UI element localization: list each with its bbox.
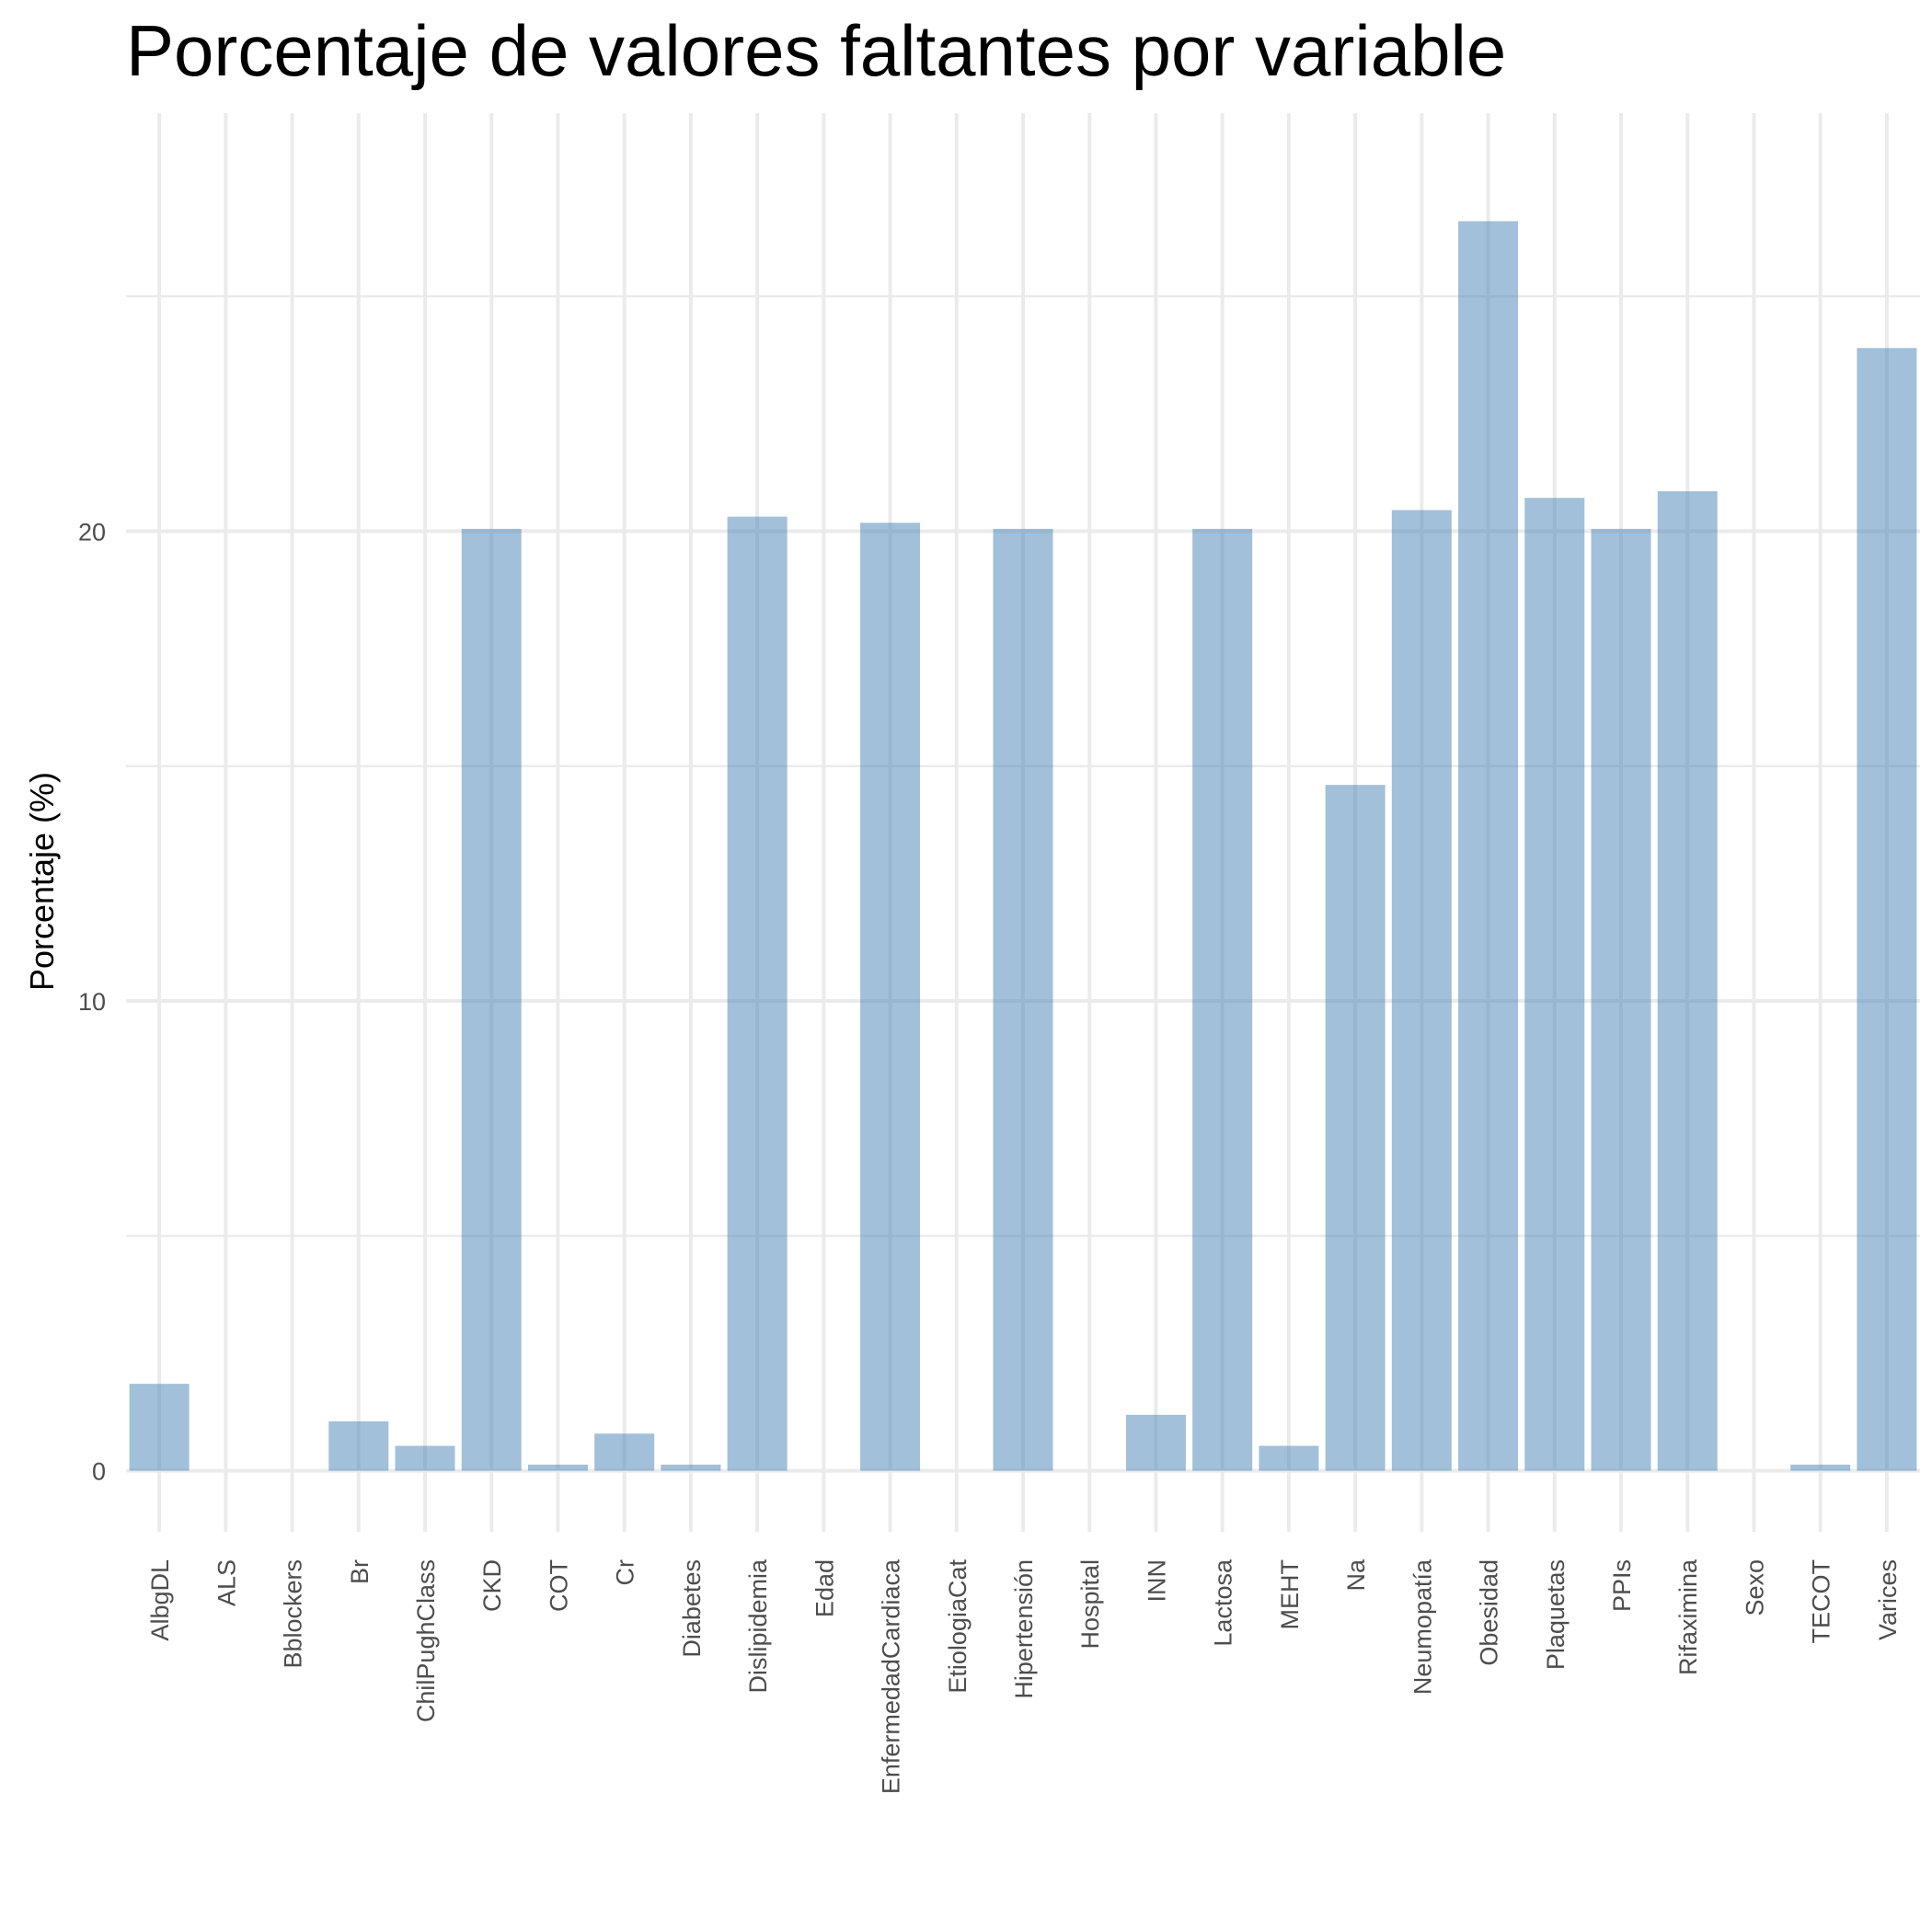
bar-tecot [1790, 1464, 1851, 1471]
x-tick-labels: AlbgDL ALS Bblockers Br ChilPughClass CKD COT C… [146, 1558, 1902, 1794]
bar-neumopatía [1391, 510, 1452, 1471]
x-tick-label: PPIs [1608, 1559, 1636, 1612]
x-tick-label: EtiologiaCat [944, 1559, 972, 1694]
bars [129, 221, 1917, 1471]
bar-plaquetas [1524, 498, 1585, 1471]
x-tick-label: INN [1143, 1559, 1170, 1603]
x-tick-label: AlbgDL [146, 1559, 174, 1641]
x-tick-label: Rifaximina [1674, 1558, 1702, 1675]
x-tick-label: Bblockers [280, 1559, 307, 1669]
bar-obesidad [1458, 221, 1519, 1471]
bar-diabetes [661, 1464, 721, 1471]
x-tick-label: COT [545, 1559, 572, 1612]
x-tick-label: Hospital [1076, 1559, 1104, 1650]
x-tick-label: Varices [1874, 1559, 1902, 1640]
bar-cr [594, 1433, 655, 1471]
x-tick-label: Na [1342, 1558, 1370, 1591]
y-tick-label: 0 [92, 1458, 106, 1486]
x-tick-label: Lactosa [1210, 1558, 1237, 1647]
bar-lactosa [1192, 528, 1253, 1471]
bar-inn [1125, 1414, 1186, 1471]
bar-varices [1857, 348, 1917, 1471]
y-tick-label: 10 [78, 988, 106, 1016]
x-tick-label: Dislipidemia [744, 1558, 772, 1694]
y-axis-title: Porcentaje (%) [23, 772, 61, 991]
x-tick-label: Diabetes [678, 1559, 706, 1658]
x-tick-label: EnfermedadCardiaca [878, 1558, 905, 1794]
bar-enfermedadcardiaca [860, 523, 921, 1471]
bar-albgdl [129, 1384, 190, 1471]
y-tick-labels: 0 10 20 [78, 518, 106, 1485]
x-tick-label: ALS [213, 1559, 240, 1606]
bar-hipertensión [993, 528, 1053, 1471]
y-tick-label: 20 [78, 518, 106, 546]
bar-chilpughclass [395, 1445, 455, 1471]
x-tick-label: ChilPughClass [412, 1559, 440, 1722]
bar-ppis [1591, 528, 1651, 1471]
x-tick-label: MEHT [1276, 1559, 1304, 1630]
x-tick-label: Cr [612, 1559, 639, 1586]
x-tick-label: Sexo [1741, 1559, 1768, 1616]
bar-cot [527, 1464, 588, 1471]
x-tick-label: TECOT [1808, 1559, 1835, 1644]
x-tick-label: Plaquetas [1542, 1559, 1570, 1670]
bar-ckd [461, 528, 522, 1471]
chart-title: Porcentaje de valores faltantes por vari… [126, 10, 1506, 91]
x-tick-label: Br [346, 1559, 374, 1584]
bar-meht [1259, 1445, 1319, 1471]
x-tick-label: CKD [478, 1559, 506, 1612]
x-tick-label: Obesidad [1476, 1559, 1503, 1666]
bar-rifaximina [1657, 491, 1718, 1471]
x-tick-label: Neumopatía [1409, 1558, 1436, 1695]
bar-br [328, 1421, 389, 1471]
x-tick-label: Hipertensión [1010, 1559, 1038, 1699]
bar-na [1325, 785, 1386, 1471]
x-tick-label: Edad [811, 1559, 838, 1617]
bar-dislipidemia [727, 516, 788, 1471]
